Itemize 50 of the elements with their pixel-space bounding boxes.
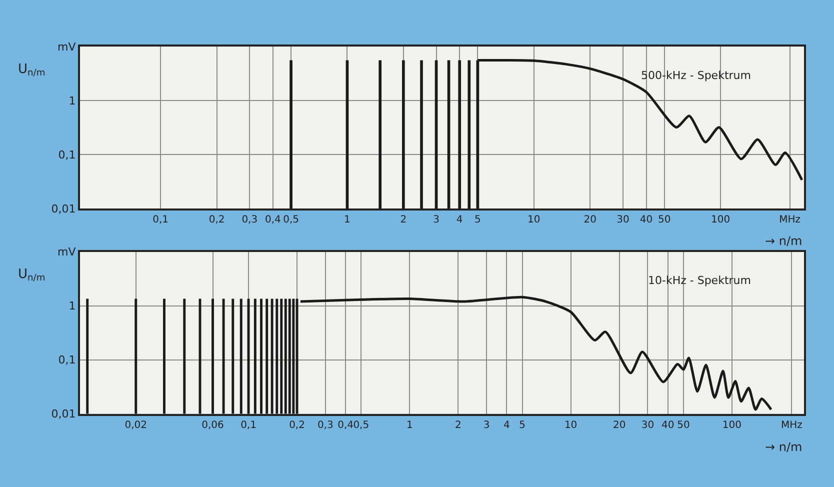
x-tick-label: 0,3 bbox=[317, 420, 334, 431]
y-tick-label: 1 bbox=[68, 300, 76, 313]
x-tick-label: 100 bbox=[710, 214, 730, 226]
x-axis-title: → n/m bbox=[765, 440, 802, 454]
x-tick-label: 30 bbox=[616, 214, 630, 226]
x-tick-label: 4 bbox=[456, 214, 463, 226]
x-tick-label: 1 bbox=[406, 420, 413, 431]
x-tick-label: 0,06 bbox=[202, 420, 224, 431]
x-tick-label: 10 bbox=[564, 420, 578, 431]
x-tick-label: 1 bbox=[344, 214, 350, 226]
y-axis-title: U$_{n/m}$ bbox=[18, 267, 46, 284]
x-tick-label: 0,1 bbox=[152, 214, 169, 226]
x-tick-label: 20 bbox=[584, 214, 596, 226]
x-tick-label: 2 bbox=[400, 214, 407, 226]
x-tick-label: 3 bbox=[483, 420, 490, 431]
x-tick-label: 30 bbox=[641, 420, 654, 431]
x-tick-label: 0,4 bbox=[265, 214, 281, 226]
x-tick-label: 5 bbox=[519, 420, 526, 431]
x-tick-label: 40 bbox=[640, 214, 653, 226]
x-tick-label: 0,2 bbox=[208, 214, 225, 226]
x-tick-label: 100 bbox=[722, 420, 742, 431]
x-tick-label: 0,4 bbox=[338, 420, 354, 431]
x-tick-label: 4 bbox=[503, 420, 510, 431]
x-tick-label: MHz bbox=[781, 420, 802, 431]
y-tick-label: 1 bbox=[68, 94, 76, 108]
x-tick-label: 50 bbox=[658, 214, 671, 226]
x-tick-label: 0,5 bbox=[283, 214, 300, 226]
annotation: 10-kHz - Spektrum bbox=[648, 274, 751, 287]
x-tick-label: MHz bbox=[779, 214, 801, 226]
x-tick-label: 10 bbox=[528, 214, 540, 226]
x-tick-label: 0,02 bbox=[124, 420, 148, 431]
x-tick-label: 0,5 bbox=[353, 420, 370, 431]
y-tick-label: mV bbox=[58, 246, 76, 259]
x-tick-label: 5 bbox=[474, 214, 481, 226]
x-tick-label: 0,2 bbox=[289, 420, 305, 431]
x-tick-label: 50 bbox=[677, 420, 690, 431]
x-tick-label: 3 bbox=[433, 214, 440, 226]
x-axis-title: → n/m bbox=[765, 234, 802, 248]
x-tick-label: 20 bbox=[612, 420, 626, 431]
x-tick-label: 0,3 bbox=[242, 214, 258, 226]
y-tick-label: mV bbox=[58, 40, 76, 54]
y-axis-title: U$_{n/m}$ bbox=[18, 62, 46, 79]
x-tick-label: 40 bbox=[661, 420, 674, 431]
y-tick-label: 0,1 bbox=[58, 148, 76, 162]
y-tick-label: 0,1 bbox=[58, 354, 76, 367]
x-tick-label: 2 bbox=[454, 420, 462, 431]
annotation: 500-kHz - Spektrum bbox=[641, 69, 751, 82]
y-tick-label: 0,01 bbox=[51, 202, 76, 216]
y-tick-label: 0,01 bbox=[51, 408, 76, 421]
x-tick-label: 0,1 bbox=[240, 420, 256, 431]
